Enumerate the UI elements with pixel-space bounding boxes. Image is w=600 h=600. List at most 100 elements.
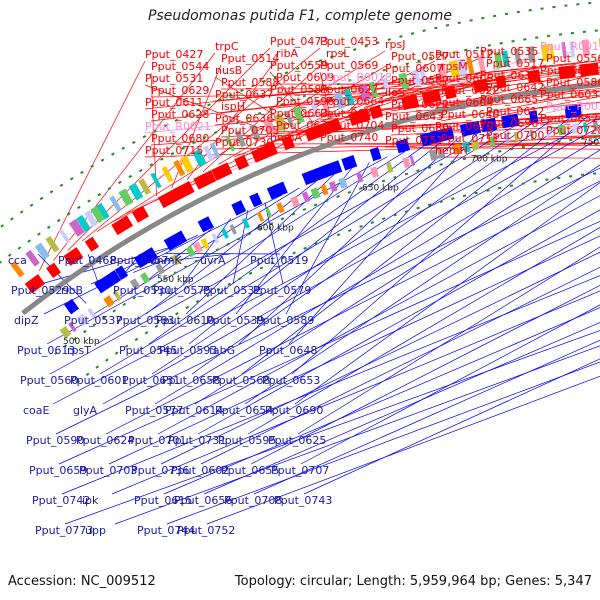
cog-stripe [370, 166, 380, 178]
cog-stripe [501, 50, 510, 68]
reverse-gene-label: anmK [150, 254, 182, 267]
forward-gene [369, 104, 384, 120]
reverse-gene-label: Pput_0708 [224, 494, 282, 507]
reverse-gene-label: fabG [209, 344, 235, 357]
cog-stripe [256, 211, 265, 222]
leader-line [81, 47, 321, 242]
reverse-gene-label: Pput_0659 [29, 464, 87, 477]
reverse-gene [528, 110, 539, 124]
forward-gene-label: Pput_0730 [215, 136, 273, 149]
reverse-gene [266, 181, 288, 200]
forward-gene [495, 75, 507, 89]
leader-line [43, 194, 283, 315]
leader-line [151, 122, 533, 375]
cog-stripe [241, 217, 251, 229]
cog-stripe [320, 97, 330, 114]
cog-stripe [139, 272, 151, 284]
forward-gene-label: Pput_R0021 [145, 120, 211, 133]
leader-line [384, 146, 600, 150]
reverse-gene [301, 165, 328, 186]
reverse-gene [64, 298, 80, 315]
scale-tick-label: 700 kbp [471, 155, 508, 165]
cog-stripe [513, 48, 522, 65]
cog-stripe [292, 106, 305, 124]
cog-stripe [68, 321, 77, 333]
leader-line [40, 243, 182, 285]
cog-stripe [358, 83, 372, 102]
reverse-gene-label: Pput_0701 [128, 434, 186, 447]
cog-stripe [333, 91, 346, 110]
cog-stripe [128, 182, 144, 201]
forward-gene-label: Pput_0588 [221, 76, 279, 89]
forward-gene-label: Pput_0670 [435, 120, 493, 133]
leader-line [269, 61, 585, 97]
reverse-gene [341, 155, 358, 171]
scale-tick-label: 650 kbp [362, 183, 399, 193]
forward-gene [472, 78, 489, 94]
leader-line [545, 102, 600, 114]
reverse-gene-label: Pput_0653 [262, 374, 320, 387]
cog-stripe [581, 39, 591, 57]
leader-line [157, 195, 600, 435]
leader-line [294, 182, 600, 405]
cog-stripe [273, 113, 287, 132]
forward-gene-label: Pput_0427 [145, 48, 203, 61]
leader-line [202, 59, 327, 173]
cog-stripe [225, 135, 236, 152]
forward-gene [174, 181, 195, 200]
reverse-gene-label: Pput_0583 [116, 314, 174, 327]
forward-gene-label: Pput_R0012 [540, 40, 600, 53]
forward-gene-label: Pput_0603 [540, 88, 598, 101]
forward-gene [84, 236, 100, 252]
reverse-gene-label: Pput_0529 [11, 284, 69, 297]
forward-gene-label: Pput_0586 [546, 76, 600, 89]
forward-gene-label: Pput_0605 [540, 64, 598, 77]
leader-line [191, 120, 552, 375]
leader-line [325, 119, 600, 133]
reverse-gene-label: Pput_0610 [156, 314, 214, 327]
reverse-gene [480, 117, 498, 133]
cog-stripe [301, 191, 311, 203]
leader-line [218, 62, 392, 165]
leader-line [300, 304, 600, 465]
cog-stripe [471, 139, 480, 151]
forward-gene-label: ribA [276, 47, 299, 60]
forward-gene-label: Pput_0642 [486, 81, 544, 94]
cog-stripe [411, 69, 422, 87]
forward-gene [323, 118, 342, 135]
reverse-gene-label: Pput_0568 [212, 374, 270, 387]
cog-stripe [180, 155, 194, 173]
forward-gene-label: Pput_0675 [276, 119, 334, 132]
cog-stripe [290, 195, 301, 208]
cog-stripe [402, 156, 411, 169]
cog-stripe [59, 325, 72, 339]
forward-gene-label: Pput_0663 [270, 107, 328, 120]
cog-stripe [109, 195, 122, 212]
forward-gene-label: Pput_0596 [276, 95, 334, 108]
forward-gene [558, 65, 576, 79]
forward-gene-label: Pput_0612 [486, 105, 544, 118]
reverse-gene-label: Pput_0532 [203, 284, 261, 297]
cog-stripe [155, 263, 166, 275]
reverse-gene-label: Pput_0519 [250, 254, 308, 267]
reverse-gene-label: Pput_0560 [20, 374, 78, 387]
leader-line [108, 235, 600, 465]
leader-line [303, 358, 600, 495]
forward-gene [304, 121, 332, 142]
genome-summary-text: Topology: circular; Length: 5,959,964 bp… [234, 574, 592, 589]
leader-line [235, 168, 352, 315]
forward-gene-label: Pput_0728 [546, 124, 600, 137]
reverse-gene-label: Pput_0773 [35, 524, 93, 537]
forward-gene-label: Pput_0629 [151, 84, 209, 97]
forward-gene-label: rpsL [326, 47, 350, 60]
leader-line [194, 149, 600, 405]
forward-gene-label: ileS [385, 86, 405, 99]
reverse-gene-label: Pput_0624 [76, 434, 134, 447]
leader-line [150, 66, 600, 122]
forward-gene-label: Pput_0622 [441, 84, 499, 97]
reverse-gene [501, 113, 520, 129]
cog-stripe [229, 224, 238, 235]
cog-stripe [161, 166, 174, 183]
leader-line [160, 251, 600, 465]
forward-gene-label: Pput_0556 [546, 52, 600, 65]
